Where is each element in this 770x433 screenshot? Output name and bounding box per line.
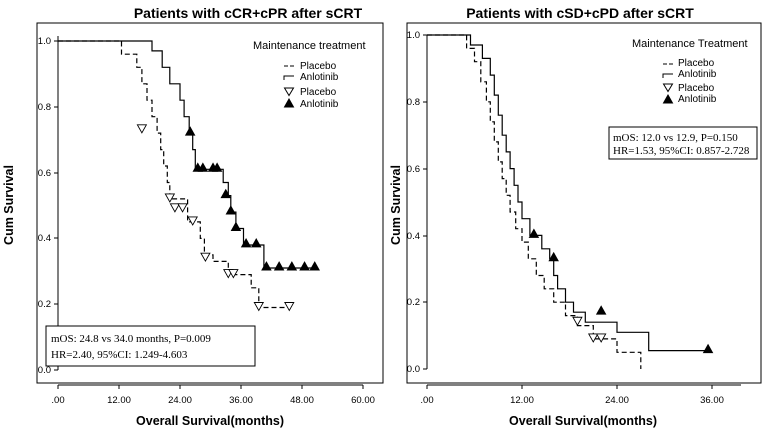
left-placebo-censor-marker [254, 302, 263, 310]
right-stats-line-1: mOS: 12.0 vs 12.9, P=0.150 [613, 132, 738, 144]
left-placebo-censor-marker [137, 125, 146, 133]
left-anlotinib-curve [58, 41, 315, 268]
right-anlotinib-curve [427, 35, 708, 351]
left-legend-anlotinib-censor-icon [285, 99, 294, 107]
left-anlotinib-censor-marker [310, 262, 319, 270]
left-legend-title: Maintenance treatment [253, 40, 366, 52]
right-legend-anlotinib-censor-label: Anlotinib [678, 94, 717, 105]
left-y-ticks: 0.0 0.2 0.4 0.6 0.8 1.0 [38, 36, 58, 376]
left-legend-placebo-censor-icon [285, 88, 294, 96]
right-y-tick-label: 0.4 [407, 231, 420, 242]
left-y-axis-label: Cum Survival [2, 165, 16, 245]
left-y-tick-label: 0.2 [38, 299, 51, 310]
left-x-ticks: .00 12.00 24.00 36.00 48.00 60.00 [51, 385, 375, 406]
left-y-tick-label: 0.6 [38, 168, 51, 179]
left-y-tick-label: 0.0 [38, 365, 51, 376]
right-placebo-censor-marker [597, 334, 606, 342]
left-anlotinib-censor-marker [300, 262, 309, 270]
left-legend-anlotinib-censor-label: Anlotinib [300, 99, 339, 110]
right-legend-placebo-line-label: Placebo [678, 58, 715, 69]
right-legend: Maintenance Treatment Placebo Anlotinib … [632, 38, 748, 105]
left-anlotinib-censor-marker [252, 239, 261, 247]
right-legend-title: Maintenance Treatment [632, 38, 748, 50]
left-stats-box: mOS: 24.8 vs 34.0 months, P=0.009 HR=2.4… [46, 326, 255, 366]
right-x-tick-label: 36.00 [700, 395, 724, 406]
right-x-tick-label: 24.00 [605, 395, 629, 406]
left-anlotinib-censor-marker [275, 262, 284, 270]
left-x-axis-label: Overall Survival(months) [136, 414, 284, 428]
right-stats-line-2: HR=1.53, 95%CI: 0.857-2.728 [613, 145, 750, 157]
right-y-tick-label: 0.2 [407, 297, 420, 308]
left-placebo-censor-marker [201, 253, 210, 261]
left-x-tick-label: 24.00 [168, 395, 192, 406]
right-placebo-curve [427, 35, 641, 369]
right-x-tick-label: 12.00 [510, 395, 534, 406]
right-legend-anlotinib-line-label: Anlotinib [678, 69, 717, 80]
survival-figure: Patients with cCR+cPR after sCRT 0.0 0.2… [0, 0, 770, 433]
right-legend-anlotinib-line [663, 74, 673, 78]
left-placebo-censor-marker [188, 217, 197, 225]
right-anlotinib-censor-marker [529, 229, 538, 237]
left-x-tick-label: .00 [51, 395, 64, 406]
right-y-tick-label: 0.8 [407, 97, 420, 108]
right-placebo-censor-marker [573, 317, 582, 325]
left-anlotinib-censor-marker [262, 262, 271, 270]
left-placebo-censor-marker [165, 194, 174, 202]
left-x-tick-label: 48.00 [290, 395, 314, 406]
right-anlotinib-censor-marker [704, 345, 713, 353]
left-chart-title: Patients with cCR+cPR after sCRT [134, 5, 363, 21]
left-curves [58, 41, 319, 310]
right-y-ticks: 0.0 0.2 0.4 0.6 0.8 1.0 [407, 30, 427, 375]
right-x-axis-label: Overall Survival(months) [509, 414, 657, 428]
right-chart: Patients with cSD+cPD after sCRT 0.0 0.2… [389, 5, 761, 428]
left-chart: Patients with cCR+cPR after sCRT 0.0 0.2… [2, 5, 383, 428]
right-y-axis-label: Cum Survival [389, 165, 403, 245]
left-placebo-censor-marker [178, 204, 187, 212]
left-placebo-censor-marker [285, 302, 294, 310]
left-placebo-censor-marker [170, 204, 179, 212]
right-legend-placebo-censor-label: Placebo [678, 83, 715, 94]
left-x-tick-label: 36.00 [229, 395, 253, 406]
left-anlotinib-censor-marker [231, 223, 240, 231]
right-chart-title: Patients with cSD+cPD after sCRT [466, 5, 694, 21]
right-legend-anlotinib-censor-icon [664, 95, 673, 103]
right-y-tick-label: 0.6 [407, 164, 420, 175]
left-anlotinib-censor-marker [226, 206, 235, 214]
right-y-tick-label: 0.0 [407, 364, 420, 375]
left-legend-placebo-censor-label: Placebo [300, 87, 337, 98]
left-stats-line-2: HR=2.40, 95%CI: 1.249-4.603 [51, 349, 188, 361]
left-y-tick-label: 0.4 [38, 233, 51, 244]
right-legend-placebo-censor-icon [664, 84, 673, 92]
right-anlotinib-censor-marker [597, 306, 606, 314]
right-x-ticks: .00 12.00 24.00 36.00 [420, 385, 724, 406]
left-legend-placebo-line-label: Placebo [300, 61, 337, 72]
left-x-tick-label: 60.00 [351, 395, 375, 406]
left-legend-anlotinib-line-label: Anlotinib [300, 72, 339, 83]
left-legend: Maintenance treatment Placebo Anlotinib … [253, 40, 366, 110]
right-anlotinib-censor-marker [549, 253, 558, 261]
right-x-tick-label: .00 [420, 395, 433, 406]
right-y-tick-label: 1.0 [407, 30, 420, 41]
left-x-tick-label: 12.00 [107, 395, 131, 406]
left-placebo-curve [58, 41, 289, 308]
left-y-tick-label: 0.8 [38, 102, 51, 113]
left-legend-anlotinib-line [284, 76, 294, 80]
left-anlotinib-censor-marker [186, 127, 195, 135]
left-y-tick-label: 1.0 [38, 36, 51, 47]
left-stats-line-1: mOS: 24.8 vs 34.0 months, P=0.009 [51, 333, 211, 345]
right-stats-box: mOS: 12.0 vs 12.9, P=0.150 HR=1.53, 95%C… [609, 127, 757, 159]
right-placebo-censor-marker [589, 334, 598, 342]
left-anlotinib-censor-marker [287, 262, 296, 270]
